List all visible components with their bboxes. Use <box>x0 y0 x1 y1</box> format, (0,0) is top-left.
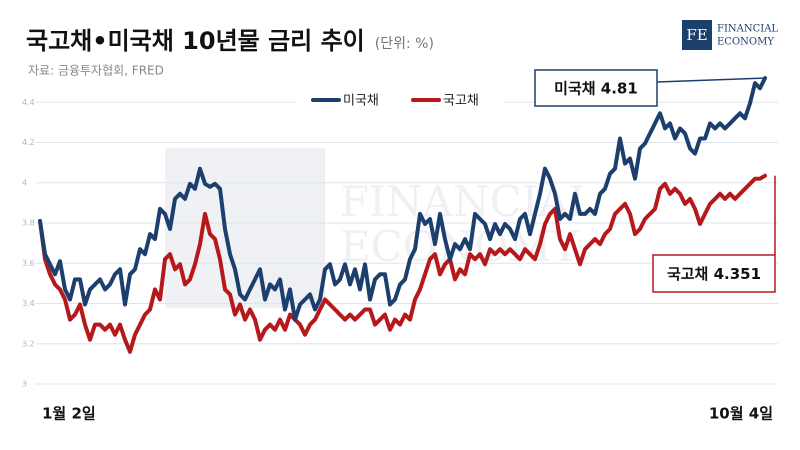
y-tick-label: 4 <box>22 178 27 187</box>
y-tick-label: 3.2 <box>22 339 35 348</box>
logo-box <box>682 20 712 50</box>
chart-title: 국고채•미국채 10년물 금리 추이 <box>26 27 365 55</box>
chart-subtitle: (단위: %) <box>375 36 434 52</box>
logo-text: ECONOMY <box>717 37 774 48</box>
logo-text: FINANCIAL <box>717 24 778 35</box>
x-tick-label: 10월 4일 <box>709 405 773 423</box>
y-tick-label: 3.6 <box>22 259 35 268</box>
annotation-leader <box>656 77 766 83</box>
y-tick-label: 3 <box>22 380 27 389</box>
annotation-text: 미국채 4.81 <box>554 80 638 98</box>
legend-label: 미국채 <box>343 94 379 109</box>
series-line <box>38 76 767 322</box>
x-tick-label: 1월 2일 <box>42 405 96 423</box>
annotation-box <box>652 254 776 293</box>
y-tick-label: 4.4 <box>22 98 35 107</box>
legend-label: 국고채 <box>443 94 479 109</box>
watermark-box <box>165 148 325 308</box>
legend: 미국채 국고채 <box>295 82 505 118</box>
y-tick-label: 3.4 <box>22 299 35 308</box>
annotation-box <box>534 69 658 107</box>
source: 자료: 금융투자협회, FRED <box>28 64 164 78</box>
annotation: 국고채 4.351 <box>652 175 776 293</box>
annotation-text: 국고채 4.351 <box>667 265 761 283</box>
logo: FE FINANCIAL ECONOMY <box>682 20 778 50</box>
logo-mark: FE <box>686 26 707 44</box>
annotation: 미국채 4.81 <box>534 69 766 107</box>
y-tick-label: 3.8 <box>22 219 35 228</box>
y-tick-label: 4.2 <box>22 138 35 147</box>
series-line <box>38 173 767 354</box>
